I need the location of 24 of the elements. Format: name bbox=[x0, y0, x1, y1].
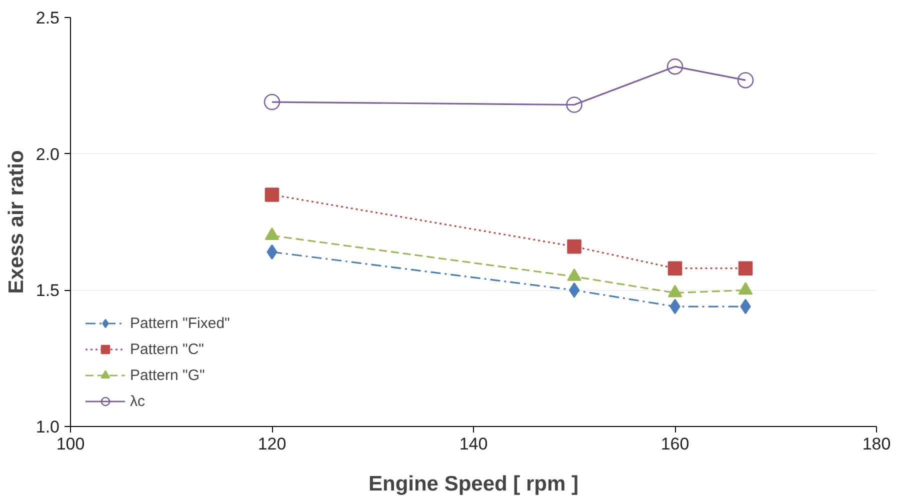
point bbox=[737, 72, 754, 88]
x-tick-label: 100 bbox=[56, 434, 85, 454]
x-tick-label: 180 bbox=[862, 434, 891, 454]
point bbox=[264, 188, 280, 202]
y-axis-title: Exess air ratio bbox=[4, 150, 28, 294]
point bbox=[567, 239, 582, 254]
legend-label: Pattern "Fixed" bbox=[130, 314, 230, 332]
y-tick-label: 2.5 bbox=[36, 8, 60, 28]
legend-label: λc bbox=[130, 392, 146, 410]
point bbox=[568, 282, 580, 298]
point bbox=[666, 58, 684, 75]
legend-label: Pattern "C" bbox=[130, 340, 204, 358]
legend-label: Pattern "G" bbox=[130, 366, 205, 384]
x-axis-title: Engine Speed [ rpm ] bbox=[368, 472, 579, 496]
point bbox=[264, 94, 280, 110]
y-tick-label: 2.0 bbox=[36, 144, 60, 164]
point bbox=[566, 96, 582, 113]
point bbox=[668, 261, 682, 276]
y-tick-label: 1.5 bbox=[36, 281, 60, 300]
x-tick-label: 140 bbox=[459, 434, 488, 454]
point bbox=[738, 261, 753, 276]
x-tick-label: 120 bbox=[258, 434, 286, 454]
y-tick-label: 1.0 bbox=[36, 418, 60, 436]
x-tick-label: 160 bbox=[660, 434, 690, 454]
